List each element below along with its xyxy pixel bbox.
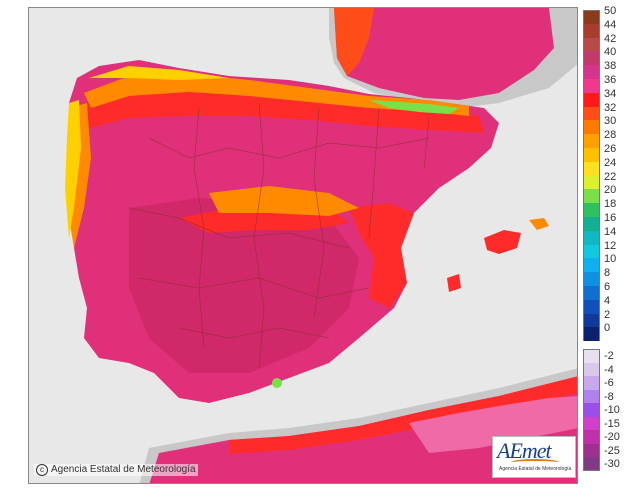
legend-label: 10: [604, 253, 617, 266]
legend-label: 20: [604, 184, 617, 197]
legend-swatch: [583, 79, 600, 93]
legend-swatch: [583, 148, 600, 162]
legend-label: 26: [604, 142, 617, 155]
legend-swatch: [583, 10, 600, 24]
aemet-logo: AEmet Agencia Estatal de Meteorología: [492, 436, 576, 478]
legend-label: 42: [604, 32, 617, 45]
logo-swoosh: [511, 459, 559, 466]
logo-subtitle: Agencia Estatal de Meteorología: [499, 466, 572, 472]
legend-label: 8: [604, 267, 611, 280]
legend-label: -6: [604, 377, 614, 390]
copyright-icon: c: [36, 464, 48, 476]
legend-swatch: [583, 403, 600, 417]
legend-label: 36: [604, 73, 617, 86]
legend-swatch: [583, 327, 600, 342]
legend-swatch: [583, 65, 600, 79]
legend-swatch: [583, 134, 600, 148]
legend-swatch: [583, 230, 600, 245]
legend-label: -25: [604, 444, 620, 457]
legend-label: 34: [604, 87, 617, 100]
legend-swatch: [583, 416, 600, 431]
legend-swatch: [583, 389, 600, 404]
legend-label: 28: [604, 129, 617, 142]
legend-swatch: [583, 175, 600, 190]
legend-swatch: [583, 349, 600, 363]
legend-label: 12: [604, 239, 617, 252]
yellow-coast-west: [65, 100, 81, 238]
legend-swatch: [583, 272, 600, 286]
red-band-north: [84, 83, 484, 133]
legend-label: -15: [604, 417, 620, 430]
province-borders: [128, 102, 430, 369]
legend-label: 0: [604, 322, 611, 335]
legend-label: -20: [604, 431, 620, 444]
legend-swatch: [583, 443, 600, 458]
legend-label: 16: [604, 211, 617, 224]
legend-swatch: [583, 313, 600, 328]
legend-label: -2: [604, 350, 614, 363]
legend-swatch: [583, 51, 600, 66]
legend-swatch: [583, 161, 600, 176]
legend-swatch: [583, 37, 600, 52]
temperature-map: [28, 7, 578, 484]
legend-label: 24: [604, 156, 617, 169]
legend-swatch: [583, 244, 600, 259]
legend-swatch: [583, 286, 600, 300]
copyright-text: Agencia Estatal de Meteorología: [51, 464, 196, 475]
legend-swatch: [583, 217, 600, 231]
orange-north-coast: [84, 74, 469, 116]
legend-label: 44: [604, 18, 617, 31]
legend-label: 2: [604, 308, 611, 321]
copyright-notice: c Agencia Estatal de Meteorología: [34, 464, 198, 476]
legend-swatch: [583, 258, 600, 273]
legend-swatch: [583, 430, 600, 444]
legend-label: 14: [604, 225, 617, 238]
legend-swatch: [583, 457, 600, 471]
legend-label: 6: [604, 280, 611, 293]
legend-label: 4: [604, 294, 611, 307]
legend-label: 40: [604, 46, 617, 59]
legend-label: -8: [604, 390, 614, 403]
france-hot-region: [334, 8, 554, 100]
legend-swatch: [583, 376, 600, 390]
legend-swatch: [583, 203, 600, 217]
temperature-legend: 50 44 42 40 38 36 34 32 30 28 26 24 22 20 18 16 14 12 10 8 6…: [583, 5, 630, 484]
legend-label: 22: [604, 170, 617, 183]
legend-label: 30: [604, 115, 617, 128]
legend-swatch: [583, 120, 600, 135]
legend-swatch: [583, 362, 600, 377]
legend-swatch: [583, 189, 600, 204]
legend-swatch: [583, 23, 600, 38]
legend-label: 32: [604, 101, 617, 114]
legend-label: 50: [604, 4, 617, 17]
pyrenees-cool: [369, 100, 459, 114]
legend-label: -10: [604, 404, 620, 417]
legend-label: -4: [604, 363, 614, 376]
balearic-mallorca: [484, 230, 521, 254]
legend-label: -30: [604, 458, 620, 471]
legend-label: 38: [604, 60, 617, 73]
legend-label: 18: [604, 198, 617, 211]
legend-swatch: [583, 106, 600, 121]
legend-swatch: [583, 299, 600, 314]
legend-swatch: [583, 92, 600, 107]
